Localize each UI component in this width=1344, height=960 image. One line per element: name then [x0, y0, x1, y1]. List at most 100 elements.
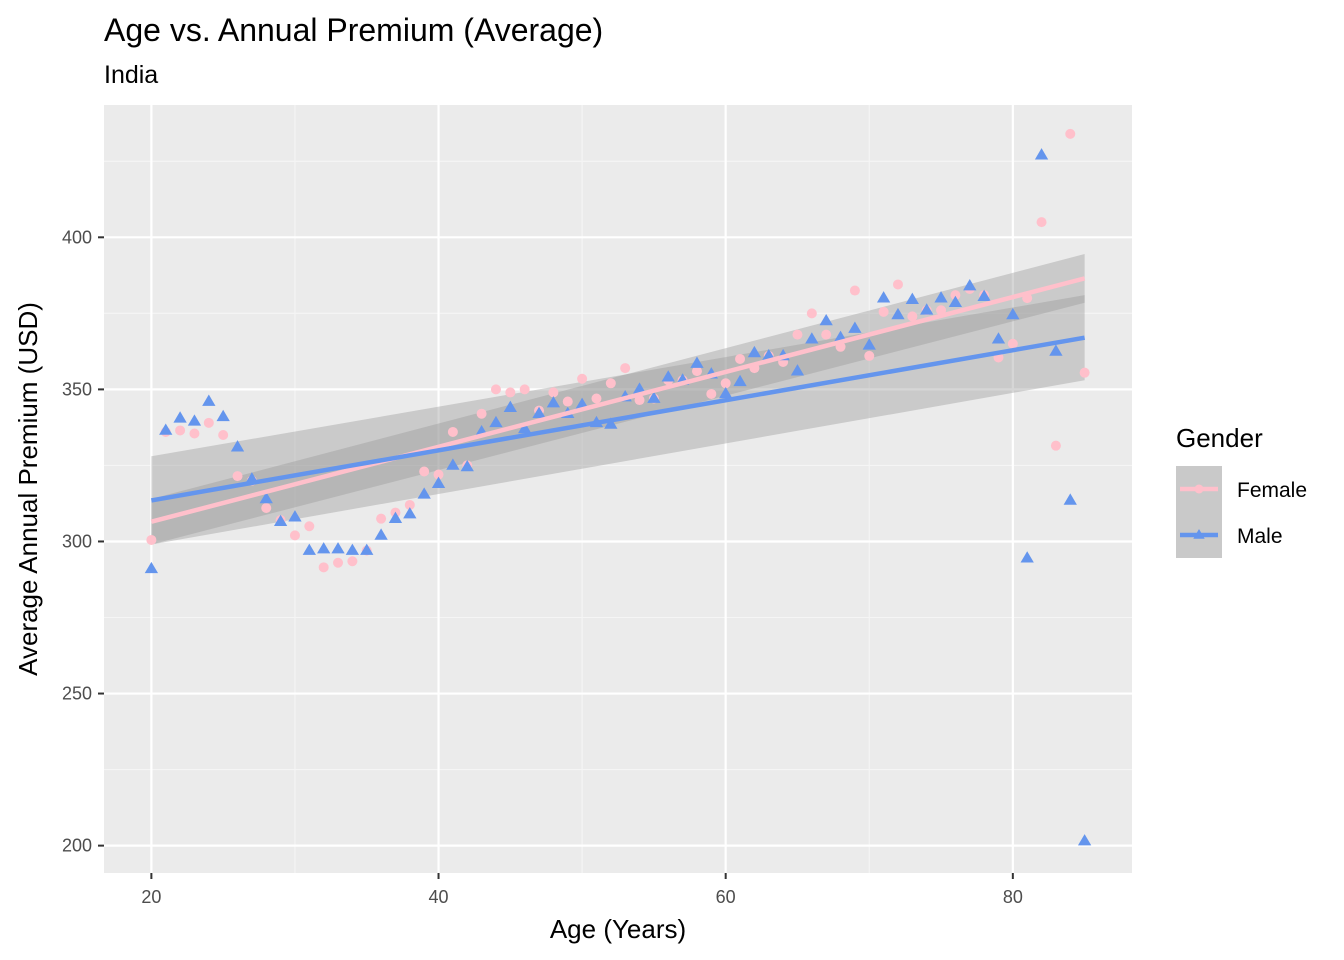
- point-female: [232, 471, 243, 482]
- point-female: [404, 499, 415, 510]
- point-male: [876, 291, 891, 303]
- point-male: [647, 391, 661, 403]
- point-female: [548, 387, 559, 398]
- x-tick-label: 60: [716, 887, 736, 907]
- chart-title: Age vs. Annual Premium (Average): [104, 12, 603, 48]
- point-female: [1079, 367, 1090, 378]
- point-female: [203, 417, 214, 428]
- point-female: [419, 466, 430, 477]
- point-male: [604, 417, 618, 429]
- point-female: [1007, 338, 1018, 349]
- point-male: [805, 332, 819, 344]
- point-male: [288, 510, 302, 522]
- point-male: [489, 415, 503, 428]
- point-male: [345, 543, 360, 555]
- point-female: [821, 329, 832, 340]
- point-female: [806, 308, 817, 319]
- axis-ticks: [98, 236, 1014, 879]
- point-male: [1077, 834, 1092, 846]
- point-male: [144, 561, 159, 574]
- point-female: [706, 388, 717, 399]
- point-female: [892, 279, 903, 290]
- point-female: [476, 408, 487, 419]
- point-male: [173, 411, 187, 423]
- point-male: [575, 397, 589, 409]
- point-male: [546, 396, 561, 408]
- point-male: [403, 507, 417, 519]
- point-male: [374, 528, 388, 540]
- tick-labels: 20 40 60 80 200 250 300 350 400: [62, 227, 1023, 907]
- point-female: [261, 503, 272, 514]
- point-male: [991, 332, 1006, 344]
- point-female: [376, 513, 387, 524]
- point-male: [1049, 344, 1063, 356]
- point-male: [1063, 493, 1077, 505]
- grid-minor: [104, 105, 1132, 873]
- point-male: [187, 414, 202, 426]
- point-female: [318, 562, 329, 573]
- data-points: [144, 128, 1092, 846]
- point-female: [347, 556, 358, 567]
- x-tick-label: 20: [141, 887, 161, 907]
- x-axis-title: Age (Years): [550, 914, 686, 944]
- point-female: [447, 426, 458, 437]
- point-male: [273, 514, 288, 527]
- point-male: [747, 345, 762, 358]
- point-female: [175, 425, 186, 436]
- point-female: [792, 329, 803, 340]
- point-female: [1036, 217, 1047, 228]
- point-female: [433, 469, 444, 480]
- point-female: [691, 366, 702, 377]
- legend-label-male: Male: [1237, 525, 1283, 548]
- point-female: [1050, 440, 1061, 451]
- point-male: [532, 406, 546, 419]
- point-male: [417, 487, 431, 499]
- legend: Gender Female Male: [1176, 423, 1307, 558]
- point-male: [216, 409, 230, 422]
- y-axis-title: Average Annual Premium (USD): [13, 302, 43, 676]
- point-female: [505, 387, 516, 398]
- legend-marker-male: [1193, 529, 1205, 539]
- y-tick-label: 250: [62, 684, 92, 704]
- point-male: [934, 291, 948, 303]
- point-male: [159, 423, 173, 435]
- fit-line-female: [150, 276, 1086, 524]
- point-male: [259, 491, 273, 504]
- point-male: [388, 511, 403, 523]
- point-female: [289, 530, 300, 541]
- point-male: [1020, 551, 1034, 563]
- point-male: [632, 382, 647, 394]
- point-female: [519, 384, 530, 395]
- point-female: [907, 311, 918, 322]
- legend-label-female: Female: [1237, 479, 1307, 502]
- point-female: [849, 285, 860, 296]
- point-male: [302, 543, 316, 555]
- point-male: [790, 364, 805, 376]
- point-male: [963, 278, 977, 291]
- point-female: [620, 363, 631, 374]
- point-male: [431, 476, 446, 489]
- point-male: [977, 289, 991, 301]
- y-tick-label: 200: [62, 836, 92, 856]
- point-male: [331, 542, 345, 554]
- point-male: [719, 386, 733, 399]
- point-female: [878, 306, 889, 317]
- point-male: [503, 400, 517, 412]
- fit-line-male: [150, 335, 1086, 503]
- x-tick-label: 80: [1003, 887, 1023, 907]
- point-female: [490, 384, 501, 395]
- point-female: [634, 395, 645, 406]
- y-tick-label: 350: [62, 379, 92, 399]
- point-male: [891, 307, 905, 320]
- point-female: [146, 534, 157, 545]
- point-male: [1006, 307, 1020, 320]
- x-tick-label: 40: [429, 887, 449, 907]
- point-female: [304, 521, 315, 532]
- point-male: [460, 459, 474, 472]
- point-female: [950, 290, 961, 301]
- point-female: [864, 350, 875, 361]
- point-male: [1034, 148, 1049, 160]
- point-female: [333, 557, 344, 568]
- legend-keys: Female Male: [1176, 466, 1307, 558]
- chart-subtitle: India: [104, 61, 158, 89]
